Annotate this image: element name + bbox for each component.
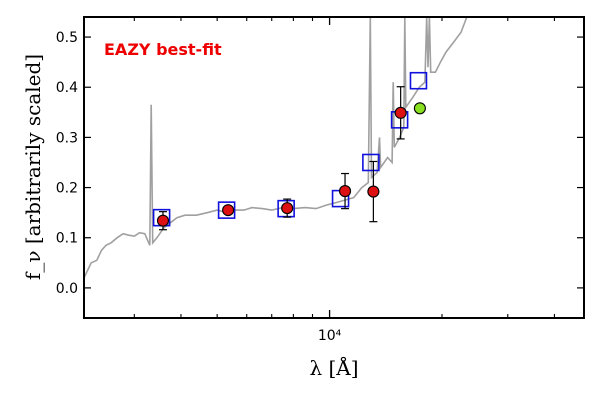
axis-ticks: 0.0 0.1 0.2 0.3 0.4 0.5 10⁴ bbox=[56, 17, 584, 344]
observed-point bbox=[222, 204, 235, 217]
axes-frame bbox=[83, 16, 585, 319]
model-photometry-box bbox=[217, 201, 236, 219]
model-photometry-box bbox=[362, 153, 380, 172]
y-tick-label: 0.1 bbox=[56, 231, 78, 247]
model-spectrum-line bbox=[84, 17, 468, 279]
x-axis-label: λ [Å] bbox=[309, 355, 358, 380]
observed-point bbox=[367, 185, 380, 198]
y-tick-label: 0.4 bbox=[56, 80, 78, 96]
observed-point bbox=[338, 185, 352, 198]
extra-point bbox=[413, 102, 426, 115]
y-tick-label: 0.3 bbox=[56, 130, 78, 146]
observed-point bbox=[281, 202, 294, 215]
y-tick-label: 0.5 bbox=[56, 30, 78, 46]
chart-annotation: EAZY best-fit bbox=[104, 40, 222, 59]
y-tick-label: 0.2 bbox=[56, 181, 78, 197]
plot-area bbox=[84, 17, 468, 279]
x-tick-label: 10⁴ bbox=[318, 328, 342, 344]
y-tick-label: 0.0 bbox=[56, 281, 78, 297]
observed-point bbox=[394, 106, 407, 119]
y-axis-label: f_ν [arbitrarily scaled] bbox=[21, 54, 45, 280]
observed-point bbox=[156, 214, 170, 227]
model-photometry-box bbox=[409, 71, 428, 90]
